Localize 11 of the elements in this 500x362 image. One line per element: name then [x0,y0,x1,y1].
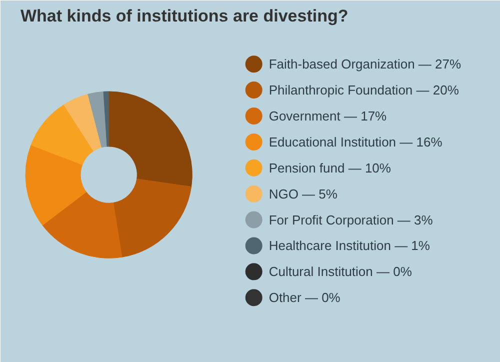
chart-title: What kinds of institutions are divesting? [20,6,348,26]
legend-label: For Profit Corporation — 3% [268,212,434,228]
legend-label: Faith-based Organization — 27% [268,56,462,72]
legend-label: Philanthropic Foundation — 20% [268,82,460,98]
legend-label: Healthcare Institution — 1% [268,238,430,254]
legend-label: Other — 0% [268,290,341,306]
legend-label: Educational Institution — 16% [268,134,443,150]
legend-label: Cultural Institution — 0% [268,264,412,280]
legend-label: Pension fund — 10% [268,160,392,176]
legend-label: NGO — 5% [268,186,338,202]
legend-label: Government — 17% [268,108,388,124]
